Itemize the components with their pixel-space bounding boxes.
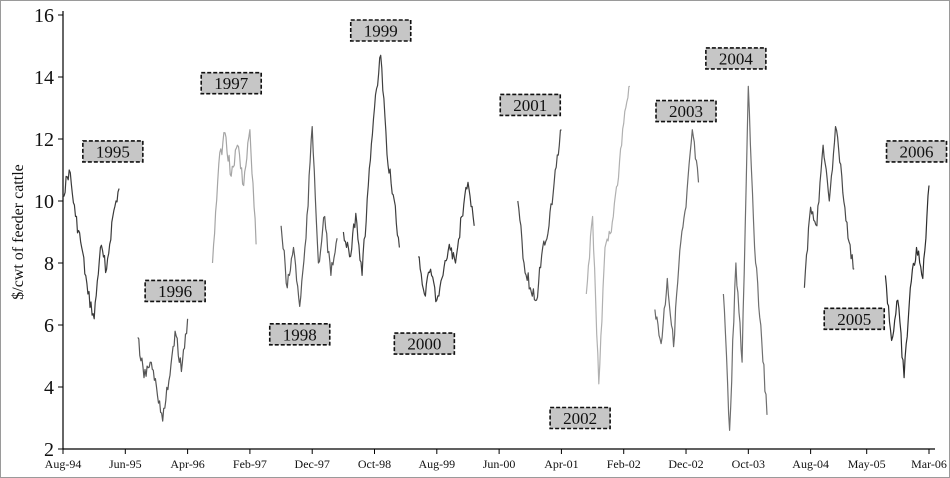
year-label-text: 1996 bbox=[158, 282, 192, 301]
x-tick-label: Feb-97 bbox=[233, 457, 267, 471]
y-tick-label: 16 bbox=[34, 5, 54, 27]
year-label-2004: 2004 bbox=[705, 47, 767, 70]
x-tick-label: Feb-02 bbox=[607, 457, 641, 471]
year-label-box bbox=[200, 71, 263, 95]
series-group bbox=[62, 54, 930, 431]
x-tick-label: Aug-04 bbox=[792, 457, 829, 471]
series-line-1997 bbox=[211, 129, 257, 264]
x-tick-label: Jun-95 bbox=[109, 457, 142, 471]
year-label-text: 1999 bbox=[364, 22, 398, 41]
series-line-1999 bbox=[342, 54, 400, 276]
year-label-box bbox=[885, 140, 948, 163]
year-label-box bbox=[499, 93, 562, 117]
year-labels: 1995 1996 1997 1998 1999 2000 2001 2002 2003 2004… bbox=[82, 19, 948, 430]
x-tick-label: Dec-97 bbox=[295, 457, 330, 471]
y-axis-label: $/cwt of feeder cattle bbox=[10, 164, 27, 299]
year-label-2003: 2003 bbox=[655, 99, 717, 123]
series-line-2005 bbox=[803, 126, 855, 288]
year-label-2001: 2001 bbox=[499, 93, 562, 117]
series-line-1995 bbox=[62, 169, 120, 320]
year-label-box bbox=[144, 279, 206, 303]
series-line-1998 bbox=[280, 126, 338, 307]
series-line-2002 bbox=[585, 85, 631, 385]
x-tick-label: May-05 bbox=[848, 457, 886, 471]
x-tick-label: Oct-98 bbox=[358, 457, 391, 471]
year-label-box bbox=[823, 307, 886, 331]
x-tick-label: Aug-99 bbox=[418, 457, 455, 471]
year-label-box bbox=[349, 19, 412, 42]
year-label-text: 2000 bbox=[407, 335, 441, 354]
y-tick-label: 8 bbox=[44, 253, 54, 275]
year-label-text: 1995 bbox=[96, 142, 130, 161]
y-tick-label: 6 bbox=[44, 315, 54, 337]
year-label-text: 1998 bbox=[283, 325, 317, 344]
year-label-1997: 1997 bbox=[200, 71, 263, 95]
x-tick-label: Apr-01 bbox=[544, 457, 578, 471]
series-line-1996 bbox=[137, 318, 189, 422]
series-line-2006 bbox=[884, 185, 930, 379]
year-label-box bbox=[549, 406, 611, 430]
year-label-text: 2003 bbox=[669, 102, 703, 121]
series-line-2000 bbox=[417, 181, 475, 303]
x-tick-label: Aug-94 bbox=[45, 457, 82, 471]
y-tick-label: 12 bbox=[34, 129, 54, 151]
year-label-2000: 2000 bbox=[393, 332, 456, 355]
year-label-1996: 1996 bbox=[144, 279, 206, 303]
y-tick-label: 4 bbox=[44, 377, 54, 399]
axes: 2 4 6 8 10 12 14 16 Aug-94 Jun-95 Apr-96 Feb-97 Dec-… bbox=[34, 5, 947, 471]
year-label-text: 2004 bbox=[719, 49, 754, 68]
year-label-text: 2006 bbox=[900, 142, 934, 161]
year-label-text: 2002 bbox=[563, 409, 597, 428]
year-label-1995: 1995 bbox=[82, 140, 144, 163]
y-tick-label: 10 bbox=[34, 191, 54, 213]
series-line-2003 bbox=[654, 129, 700, 348]
series-line-2001 bbox=[517, 129, 562, 302]
series-line-2004 bbox=[722, 85, 768, 431]
x-tick-label: Oct-03 bbox=[732, 457, 765, 471]
y-tick-label: 2 bbox=[44, 439, 54, 461]
year-label-2005: 2005 bbox=[823, 307, 886, 331]
year-label-box bbox=[705, 47, 767, 70]
year-label-2006: 2006 bbox=[885, 140, 948, 163]
x-tick-label: Dec-02 bbox=[668, 457, 703, 471]
year-label-box bbox=[393, 332, 456, 355]
year-label-1998: 1998 bbox=[268, 322, 331, 346]
year-label-1999: 1999 bbox=[349, 19, 412, 42]
x-tick-label: Apr-96 bbox=[170, 457, 204, 471]
year-label-text: 1997 bbox=[214, 74, 249, 93]
x-tick-label: Mar-06 bbox=[911, 457, 947, 471]
year-label-box bbox=[655, 99, 717, 123]
y-tick-label: 14 bbox=[34, 67, 54, 89]
year-label-box bbox=[82, 140, 144, 163]
x-tick-label: Jun-00 bbox=[483, 457, 516, 471]
year-label-2002: 2002 bbox=[549, 406, 611, 430]
year-label-text: 2001 bbox=[513, 96, 547, 115]
year-label-box bbox=[268, 322, 331, 346]
year-label-text: 2005 bbox=[837, 310, 871, 329]
